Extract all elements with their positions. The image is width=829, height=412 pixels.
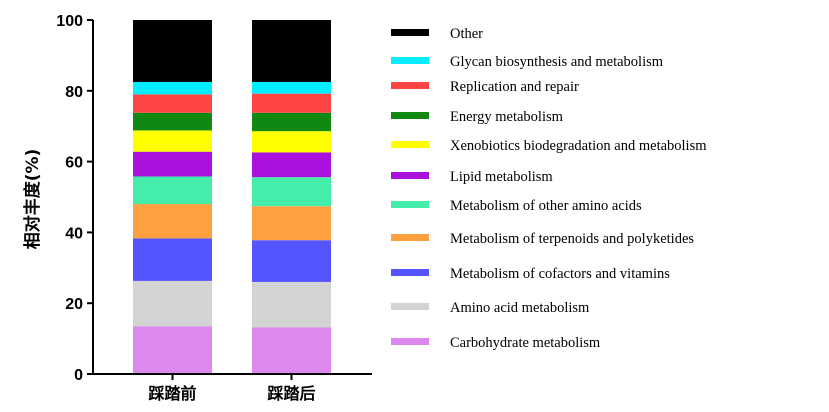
bar-segment [252, 131, 331, 153]
bar-segment [252, 93, 331, 113]
bar-segment [133, 94, 212, 113]
legend-swatch [391, 201, 429, 208]
bar-segment [133, 176, 212, 205]
legend-swatch [391, 141, 429, 148]
legend-label: Carbohydrate metabolism [450, 335, 601, 351]
legend-swatch [391, 29, 429, 36]
bar-segments [133, 20, 331, 374]
bar-segment [133, 81, 212, 95]
bar-segment [133, 326, 212, 374]
legend-label: Glycan biosynthesis and metabolism [450, 54, 664, 70]
legend-swatch [391, 269, 429, 276]
bar-segment [133, 280, 212, 327]
legend-label: Xenobiotics biodegradation and metabolis… [450, 138, 707, 154]
bar-segment [252, 152, 331, 178]
bar-segment [252, 206, 331, 241]
y-tick-label: 20 [65, 296, 83, 313]
y-tick-label: 100 [56, 13, 83, 30]
bar-segment [252, 281, 331, 328]
bar-segment [252, 327, 331, 374]
x-tick-label: 踩踏后 [267, 384, 315, 403]
legend-label: Metabolism of other amino acids [450, 198, 642, 214]
legend-swatch [391, 57, 429, 64]
bar-segment [252, 112, 331, 132]
bar-segment [252, 20, 331, 82]
bar-segment [252, 81, 331, 94]
bar-segment [133, 20, 212, 82]
legend-label: Metabolism of cofactors and vitamins [450, 266, 670, 282]
legend-label: Amino acid metabolism [450, 300, 590, 316]
bar-segment [133, 204, 212, 239]
legend-swatch [391, 234, 429, 241]
legend-label: Other [450, 26, 483, 42]
legend-swatch [391, 172, 429, 179]
x-tick-label: 踩踏前 [148, 384, 196, 403]
legend-label: Energy metabolism [450, 109, 564, 125]
bar-segment [252, 240, 331, 282]
legend-swatch [391, 303, 429, 310]
legend-label: Replication and repair [450, 79, 579, 95]
bar-segment [133, 130, 212, 152]
legend-label: Metabolism of terpenoids and polyketides [450, 231, 694, 247]
y-tick-label: 0 [74, 367, 83, 384]
legend: Other Glycan biosynthesis and metabolism R… [391, 26, 707, 351]
legend-swatch [391, 82, 429, 89]
y-tick-label: 40 [65, 225, 83, 242]
legend-swatch [391, 112, 429, 119]
legend-swatch [391, 338, 429, 345]
y-axis-label: 相对丰度(%) [22, 149, 43, 250]
bar-segment [133, 238, 212, 281]
bar-segment [133, 112, 212, 131]
y-tick-label: 60 [65, 155, 83, 172]
axes: 0 20 40 60 80 100 踩踏前 踩踏后 [56, 13, 372, 403]
bar-segment [252, 177, 331, 207]
legend-label: Lipid metabolism [450, 169, 553, 185]
y-tick-label: 80 [65, 84, 83, 101]
bar-segment [133, 151, 212, 177]
